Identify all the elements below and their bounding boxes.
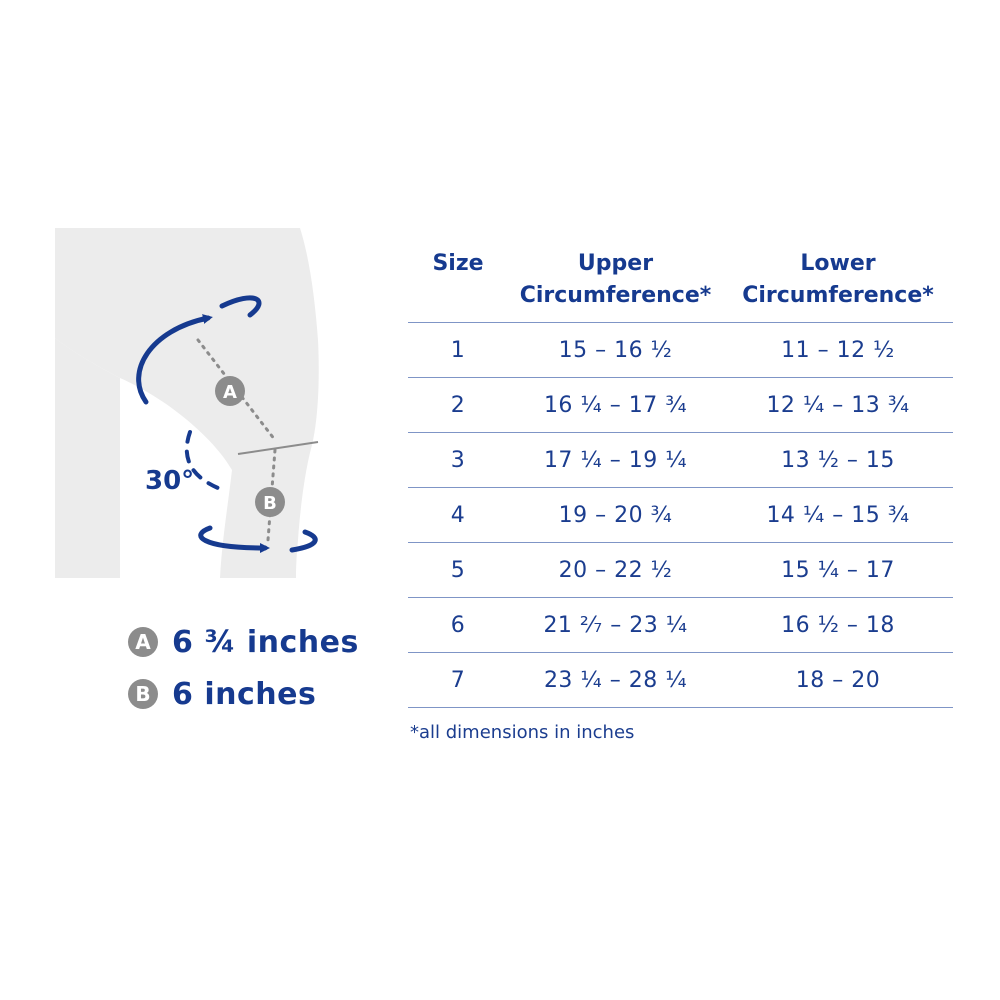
angle-arc (184, 430, 220, 490)
cell-lower: 14 ¼ – 15 ¾ (723, 487, 953, 543)
cell-lower: 13 ½ – 15 (723, 432, 953, 488)
table-row: 4 19 – 20 ¾ 14 ¼ – 15 ¾ (408, 487, 953, 543)
table-row: 5 20 – 22 ½ 15 ¼ – 17 (408, 542, 953, 598)
cell-lower: 16 ½ – 18 (723, 597, 953, 653)
legend-badge-b: B (128, 679, 158, 709)
cell-lower: 11 – 12 ½ (723, 322, 953, 378)
lower-circumference-arrow (198, 525, 270, 553)
cell-lower: 12 ¼ – 13 ¾ (723, 377, 953, 433)
cell-lower: 18 – 20 (723, 652, 953, 708)
cell-size: 6 (408, 597, 508, 653)
cell-lower: 15 ¼ – 17 (723, 542, 953, 598)
angle-label: 30° (145, 466, 194, 496)
legend-row-b: B 6 inches (128, 668, 388, 720)
table-row: 7 23 ¼ – 28 ¼ 18 – 20 (408, 652, 953, 708)
upper-circumference-arc (219, 295, 262, 318)
measure-line-b (266, 448, 277, 542)
knee-measurement-diagram: 30° A B (55, 228, 319, 578)
cell-size: 5 (408, 542, 508, 598)
cell-upper: 15 – 16 ½ (508, 322, 723, 378)
cell-upper: 23 ¼ – 28 ¼ (508, 652, 723, 708)
cell-upper: 16 ¼ – 17 ¾ (508, 377, 723, 433)
cell-size: 1 (408, 322, 508, 378)
legend-text-b: 6 inches (172, 676, 317, 712)
marker-b-label: B (263, 493, 277, 514)
marker-b-circle (255, 487, 285, 517)
upper-circumference-arrow (136, 314, 213, 405)
leg-back-silhouette (55, 338, 120, 578)
cell-size: 7 (408, 652, 508, 708)
table-row: 6 21 ²⁄₇ – 23 ¼ 16 ½ – 18 (408, 597, 953, 653)
table-row: 2 16 ¼ – 17 ¾ 12 ¼ – 13 ¾ (408, 377, 953, 433)
header-upper-circumference: Upper Circumference* (508, 236, 723, 323)
cell-upper: 20 – 22 ½ (508, 542, 723, 598)
header-size: Size (408, 236, 508, 323)
marker-a-circle (215, 376, 245, 406)
cell-size: 3 (408, 432, 508, 488)
table-header-row: Size Upper Circumference* Lower Circumfe… (408, 236, 953, 323)
cell-size: 4 (408, 487, 508, 543)
knee-joint-line (237, 441, 319, 455)
legend-text-a: 6 ¾ inches (172, 624, 359, 660)
cell-upper: 19 – 20 ¾ (508, 487, 723, 543)
header-lower-circumference: Lower Circumference* (723, 236, 953, 323)
cell-upper: 17 ¼ – 19 ¼ (508, 432, 723, 488)
legend-badge-a: A (128, 627, 158, 657)
marker-a-label: A (223, 382, 237, 403)
lower-circumference-arc (289, 529, 318, 553)
size-chart-table: Size Upper Circumference* Lower Circumfe… (408, 236, 953, 708)
table-row: 3 17 ¼ – 19 ¼ 13 ½ – 15 (408, 432, 953, 488)
legend-row-a: A 6 ¾ inches (128, 616, 388, 668)
footnote: *all dimensions in inches (410, 722, 635, 743)
measurement-legend: A 6 ¾ inches B 6 inches (128, 616, 388, 720)
table-row: 1 15 – 16 ½ 11 – 12 ½ (408, 322, 953, 378)
cell-size: 2 (408, 377, 508, 433)
cell-upper: 21 ²⁄₇ – 23 ¼ (508, 597, 723, 653)
